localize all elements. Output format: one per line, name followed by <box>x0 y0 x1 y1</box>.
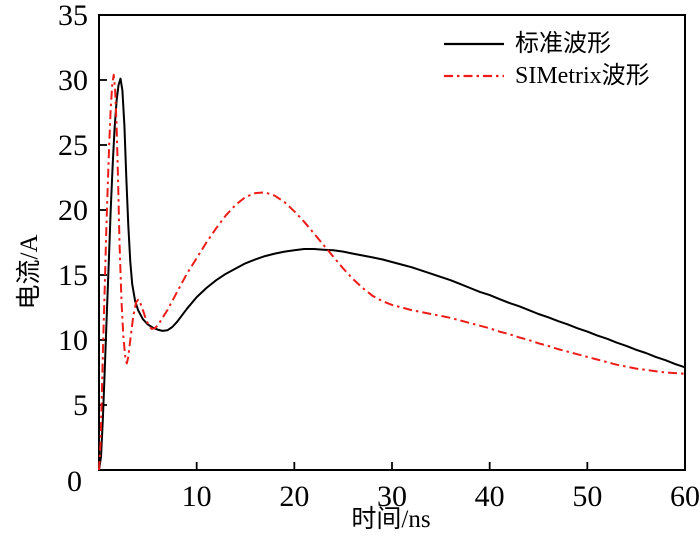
y-tick-label: 0 <box>67 465 82 498</box>
legend-label-simetrix: SIMetrix波形 <box>515 63 650 89</box>
x-tick-label: 20 <box>279 480 309 513</box>
y-tick-label: 5 <box>73 389 88 422</box>
x-tick-label: 50 <box>572 480 602 513</box>
legend-entry-simetrix: SIMetrix波形 <box>443 63 650 89</box>
y-tick-label: 20 <box>58 194 88 227</box>
y-tick-label: 25 <box>58 129 88 162</box>
y-axis-title: 电流/A <box>16 234 43 310</box>
y-tick-label: 35 <box>58 0 88 32</box>
x-tick-label: 10 <box>182 480 212 513</box>
legend-line-simetrix <box>444 74 504 78</box>
legend: 标准波形 SIMetrix波形 <box>443 31 650 89</box>
y-tick-label: 30 <box>58 64 88 97</box>
x-tick-label: 30 <box>377 480 407 513</box>
legend-line-standard <box>444 42 504 46</box>
legend-entry-standard: 标准波形 <box>443 31 650 57</box>
y-tick-label: 10 <box>58 324 88 357</box>
x-axis-title: 时间/ns <box>351 506 431 533</box>
x-tick-label: 40 <box>475 480 505 513</box>
x-tick-label: 60 <box>670 480 700 513</box>
y-tick-label: 15 <box>58 259 88 292</box>
series-path-simetrix <box>98 73 686 471</box>
legend-label-standard: 标准波形 <box>515 31 611 57</box>
series-path-standard <box>98 77 686 471</box>
